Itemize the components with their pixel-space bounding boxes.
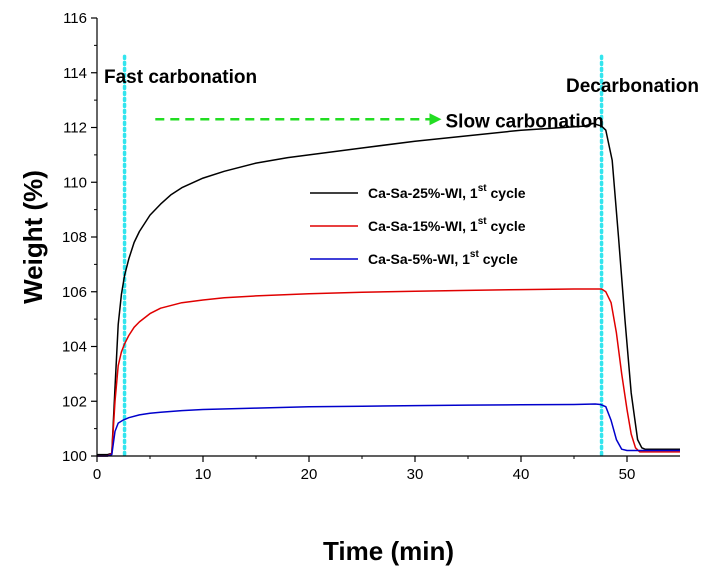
y-tick-label: 104 xyxy=(62,339,87,356)
series-line-3 xyxy=(97,403,680,457)
slow-carbonation-arrow-head xyxy=(429,113,442,126)
y-tick-label: 114 xyxy=(63,65,87,82)
x-tick-label: 0 xyxy=(93,466,101,483)
x-tick-label: 20 xyxy=(301,466,318,483)
y-tick-label: 102 xyxy=(62,393,87,410)
y-tick-label: 106 xyxy=(62,284,87,301)
legend-label-1: Ca-Sa-25%-WI, 1st cycle xyxy=(368,183,526,201)
annotation-fast-carbonation: Fast carbonation xyxy=(104,67,257,88)
x-tick-label: 40 xyxy=(513,466,530,483)
legend-label-3: Ca-Sa-5%-WI, 1st cycle xyxy=(368,249,518,267)
series-line-2 xyxy=(97,288,680,457)
plot-area xyxy=(97,54,680,458)
x-tick-label: 30 xyxy=(407,466,424,483)
y-tick-label: 110 xyxy=(63,174,87,191)
y-tick-label: 108 xyxy=(62,229,87,246)
annotation-slow-carbonation: Slow carbonation xyxy=(446,111,604,132)
x-axis-title: Time (min) xyxy=(323,536,454,566)
y-axis-ticks: 100 102 104 106 108 110 112 114 116 xyxy=(62,10,97,465)
y-tick-label: 112 xyxy=(63,120,87,137)
x-axis-ticks: 0 10 20 30 40 50 xyxy=(93,456,636,483)
y-tick-label: 116 xyxy=(63,10,87,27)
annotation-decarbonation: Decarbonation xyxy=(566,76,699,97)
series-line-1 xyxy=(97,122,680,456)
x-tick-label: 50 xyxy=(619,466,636,483)
y-tick-label: 100 xyxy=(62,448,87,465)
x-tick-label: 10 xyxy=(195,466,212,483)
legend: Ca-Sa-25%-WI, 1st cycle Ca-Sa-15%-WI, 1st… xyxy=(310,183,526,267)
legend-label-2: Ca-Sa-15%-WI, 1st cycle xyxy=(368,216,526,234)
y-axis-title: Weight (%) xyxy=(18,170,48,304)
